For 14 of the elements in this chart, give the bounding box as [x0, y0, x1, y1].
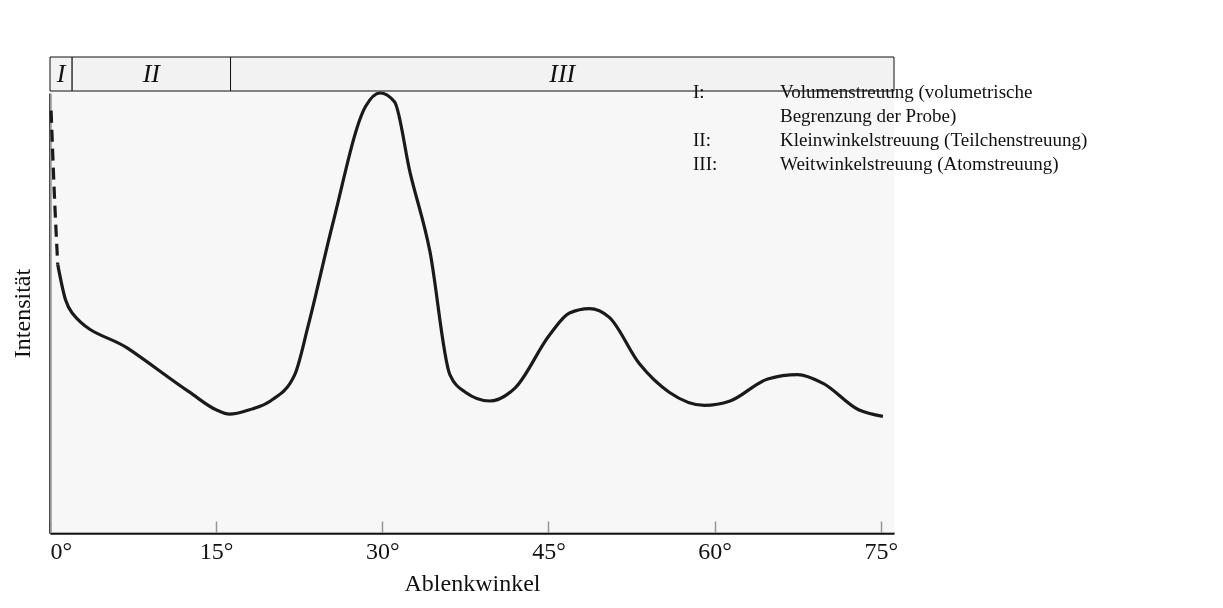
band-label: II: [141, 59, 162, 88]
text: I: Volumenstreuung (volumetrische Begrenzung der Probe): [693, 81, 1033, 126]
text: II: Kleinwinkelstreuung (Teilchenstreuung): [693, 129, 1088, 150]
x-tick-label: 75°: [864, 537, 899, 564]
x-tick-label: 30°: [365, 537, 400, 564]
x-tick-label: 45°: [532, 537, 566, 564]
y-axis-title: Intensität: [8, 268, 35, 359]
x-tick-label: 0°: [50, 537, 73, 564]
band-label: I: [55, 59, 67, 88]
text: III: Weitwinkelstreuung (Atomstreuung): [693, 153, 1059, 174]
band-label: III: [548, 59, 577, 88]
x-tick-label: 15°: [199, 537, 234, 564]
x-tick-label: 60°: [698, 537, 732, 564]
x-axis-title: Ablenkwinkel: [404, 569, 541, 596]
